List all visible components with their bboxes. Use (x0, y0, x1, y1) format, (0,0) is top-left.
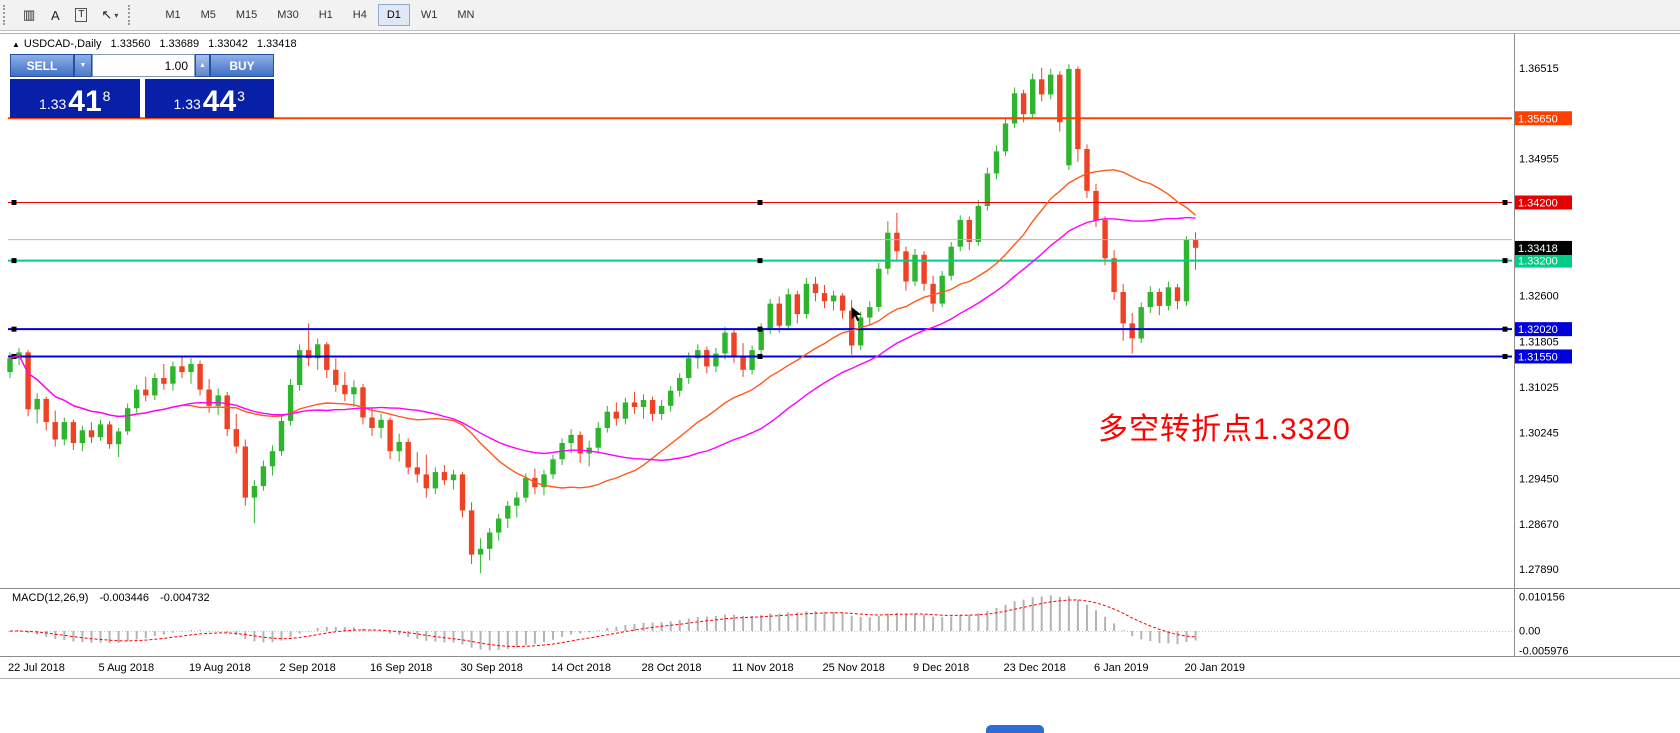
chart-annotation: 多空转折点1.3320 (1098, 413, 1351, 446)
symbol-marker-icon: ▲ (12, 40, 20, 49)
svg-text:22 Jul 2018: 22 Jul 2018 (8, 662, 65, 674)
svg-text:14 Oct 2018: 14 Oct 2018 (551, 662, 611, 674)
svg-text:25 Nov 2018: 25 Nov 2018 (823, 662, 885, 674)
volume-dropdown-button[interactable]: ▼ (74, 54, 92, 77)
svg-text:16 Sep 2018: 16 Sep 2018 (370, 662, 432, 674)
dropdown-caret-icon: ▾ (114, 10, 119, 20)
timeframe-m1-button[interactable]: M1 (156, 4, 189, 26)
svg-text:9 Dec 2018: 9 Dec 2018 (913, 662, 969, 674)
timeframe-d1-button[interactable]: D1 (377, 4, 410, 26)
svg-text:1.33200: 1.33200 (1518, 256, 1558, 268)
timeframe-m15-button[interactable]: M15 (227, 4, 266, 26)
timeframe-m5-button[interactable]: M5 (192, 4, 225, 26)
buy-price-prefix: 1.33 (173, 96, 201, 112)
ohlc-low: 1.33042 (208, 38, 248, 50)
timeframe-toolbar: M1 M5 M15 M30 H1 H4 D1 W1 MN (155, 4, 484, 26)
buy-price-display[interactable]: 1.33 44 3 (144, 79, 274, 118)
timeframe-w1-button[interactable]: W1 (412, 4, 447, 26)
cursor-glyph: ↖ (101, 7, 113, 22)
svg-text:-0.005976: -0.005976 (1519, 645, 1569, 657)
svg-text:0.010156: 0.010156 (1519, 592, 1565, 604)
svg-text:1.31025: 1.31025 (1519, 382, 1559, 394)
svg-text:1.27890: 1.27890 (1519, 564, 1559, 576)
svg-text:23 Dec 2018: 23 Dec 2018 (1004, 662, 1066, 674)
svg-text:20 Jan 2019: 20 Jan 2019 (1185, 662, 1246, 674)
text-box-glyph: T (75, 8, 88, 22)
svg-text:1.32020: 1.32020 (1518, 324, 1558, 336)
text-box-icon[interactable]: T (68, 3, 94, 27)
buy-price-point: 3 (237, 88, 245, 104)
sell-price-display[interactable]: 1.33 41 8 (10, 79, 140, 118)
svg-text:5 Aug 2018: 5 Aug 2018 (99, 662, 155, 674)
svg-text:1.34200: 1.34200 (1518, 198, 1558, 210)
toolbar-grip-2[interactable] (128, 5, 136, 25)
ohlc-open: 1.33560 (110, 38, 151, 50)
macd-indicator-label: MACD(12,26,9) -0.003446 -0.004732 (12, 592, 218, 604)
toolbar: ▥ A T ↖ ▾ M1 M5 M15 M30 H1 H4 D1 W1 MN (0, 0, 1680, 31)
svg-text:0.00: 0.00 (1519, 626, 1540, 638)
svg-text:1.31805: 1.31805 (1519, 337, 1559, 349)
svg-text:1.30245: 1.30245 (1519, 427, 1559, 439)
chart-symbol-label: USDCAD-,Daily (23, 38, 102, 50)
sell-price-point: 8 (102, 88, 111, 104)
sell-button[interactable]: SELL (10, 54, 74, 77)
timeframe-m30-button[interactable]: M30 (268, 4, 307, 26)
svg-text:1.28670: 1.28670 (1519, 519, 1559, 531)
svg-text:2 Sep 2018: 2 Sep 2018 (280, 662, 336, 674)
one-click-trading-panel: SELL ▼ ▲ BUY 1.33 41 8 1.33 44 3 (10, 54, 274, 118)
macd-value: -0.003446 (99, 592, 150, 604)
svg-text:11 Nov 2018: 11 Nov 2018 (732, 662, 794, 674)
svg-text:1.36515: 1.36515 (1519, 63, 1559, 75)
ohlc-close: 1.33418 (256, 38, 297, 50)
label-a-icon[interactable]: A (42, 3, 68, 27)
label-a-glyph: A (50, 7, 60, 23)
svg-text:28 Oct 2018: 28 Oct 2018 (642, 662, 702, 674)
svg-text:1.31550: 1.31550 (1518, 351, 1558, 363)
svg-text:19 Aug 2018: 19 Aug 2018 (189, 662, 251, 674)
svg-text:1.34955: 1.34955 (1519, 154, 1559, 166)
grid-icon[interactable]: ▥ (16, 3, 42, 27)
macd-name: MACD(12,26,9) (12, 592, 89, 604)
buy-price-pips: 44 (202, 85, 237, 118)
svg-text:30 Sep 2018: 30 Sep 2018 (461, 662, 523, 674)
svg-text:1.33418: 1.33418 (1518, 243, 1558, 255)
sell-price-prefix: 1.33 (39, 96, 67, 112)
sell-price-pips: 41 (68, 85, 102, 118)
svg-text:1.32600: 1.32600 (1519, 290, 1559, 302)
timeframe-h4-button[interactable]: H4 (344, 4, 376, 26)
svg-text:1.29450: 1.29450 (1519, 473, 1559, 485)
buy-button[interactable]: BUY (210, 54, 274, 77)
chart-info: ▲ USDCAD-,Daily 1.33560 1.33689 1.33042 1.334… (12, 38, 306, 50)
timeframe-h1-button[interactable]: H1 (310, 4, 342, 26)
macd-signal-value: -0.004732 (160, 592, 210, 604)
volume-up-button[interactable]: ▲ (195, 54, 210, 77)
volume-input[interactable] (92, 54, 195, 77)
toolbar-grip[interactable] (3, 5, 11, 25)
ohlc-high: 1.33689 (159, 38, 200, 50)
svg-text:1.35650: 1.35650 (1518, 113, 1558, 125)
cursor-tool-icon[interactable]: ↖ ▾ (94, 3, 125, 27)
grid-icon-glyph: ▥ (23, 7, 36, 22)
svg-text:6 Jan 2019: 6 Jan 2019 (1094, 662, 1148, 674)
timeframe-mn-button[interactable]: MN (448, 4, 483, 26)
